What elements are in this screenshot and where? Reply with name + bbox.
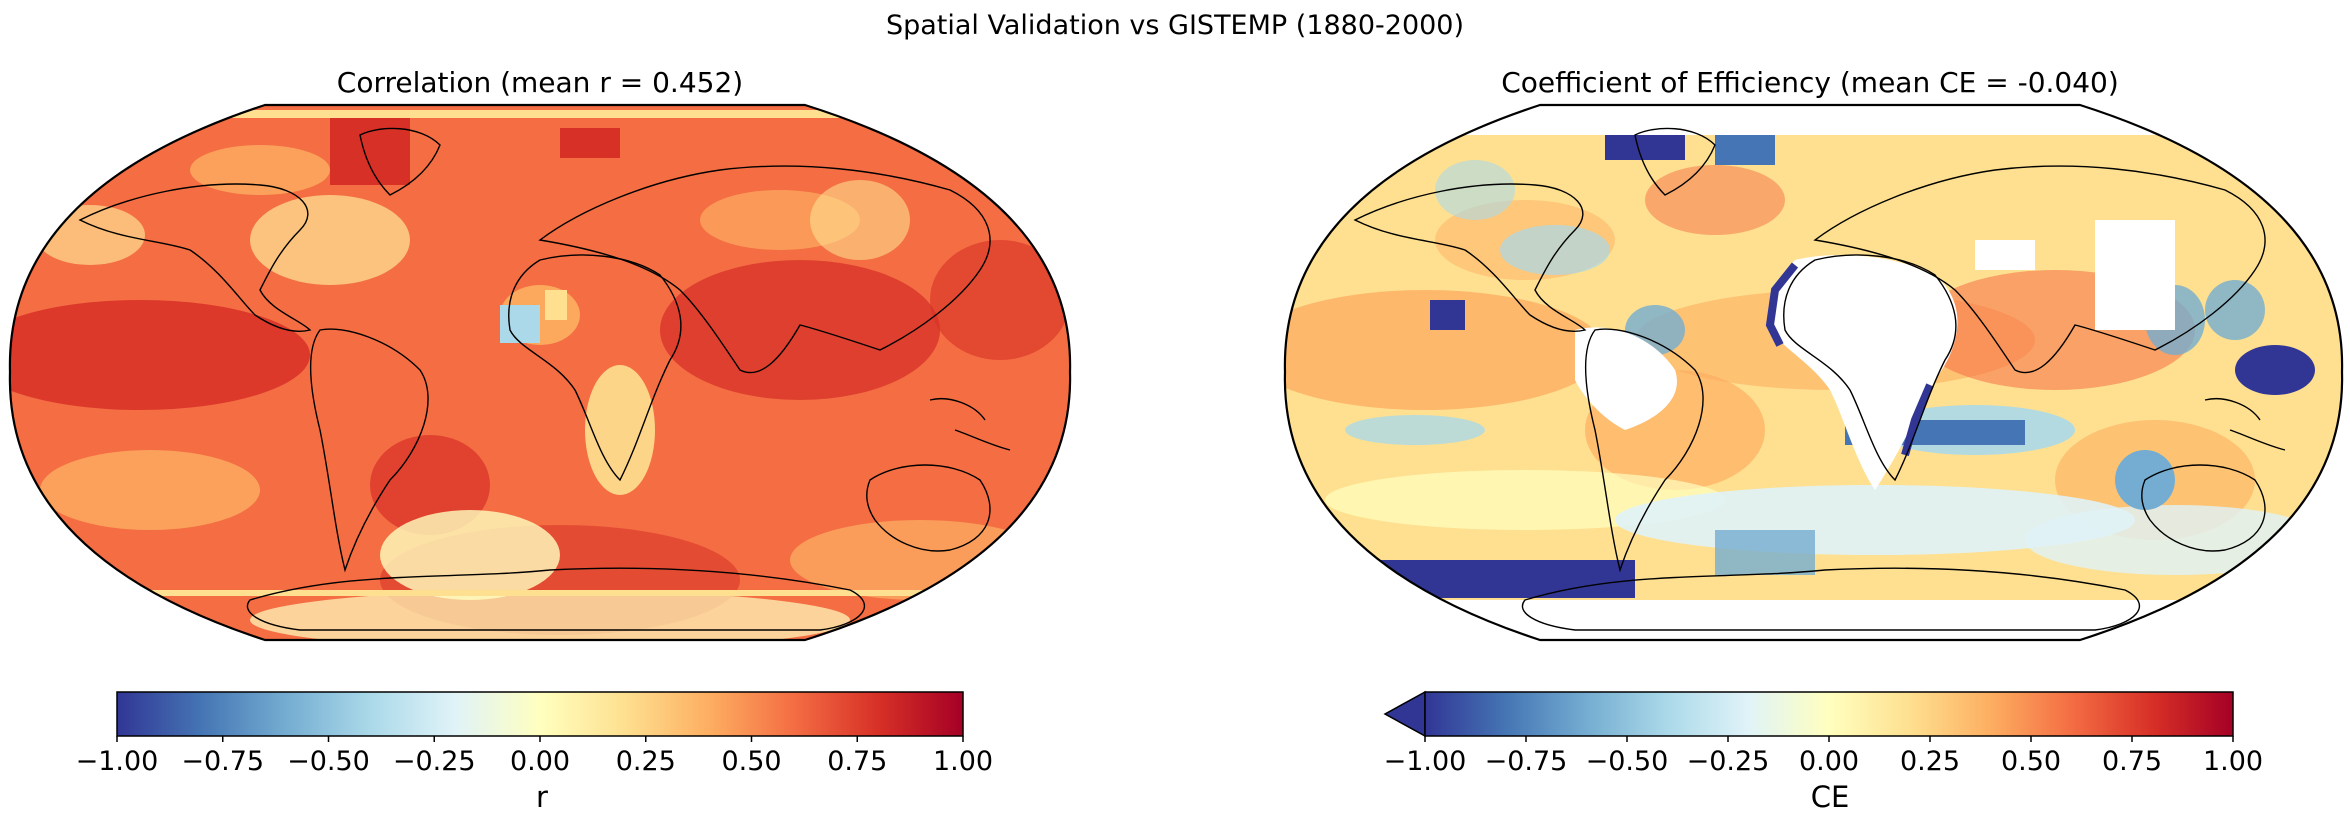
- colorbar-tick-label: −1.00: [75, 746, 159, 777]
- colorbar-tick-label: 0.25: [615, 746, 676, 777]
- colorbar-tick-label: 0.75: [827, 746, 888, 777]
- ce-map: [1283, 103, 2344, 642]
- correlation-field: [9, 105, 1071, 640]
- colorbar-tick-label: 0.50: [2000, 746, 2062, 777]
- ce-map-title: Coefficient of Efficiency (mean CE = -0.…: [1501, 66, 2119, 99]
- colorbar-tick-label: −0.75: [1484, 746, 1568, 777]
- colorbar-tick-label: −0.75: [181, 746, 265, 777]
- correlation-colorbar: [116, 691, 964, 742]
- colorbar-tick-label: −1.00: [1383, 746, 1467, 777]
- colorbar-tick-label: 1.00: [2202, 746, 2264, 777]
- colorbar-tick-label: 0.75: [2101, 746, 2163, 777]
- colorbar-extend-min-arrow: [1383, 690, 1426, 738]
- coastlines: [78, 127, 1011, 631]
- correlation-map: [8, 103, 1072, 642]
- colorbar-tick-label: 0.25: [1899, 746, 1961, 777]
- colorbar-tick-label: 0.00: [1798, 746, 1860, 777]
- colorbar-tick-label: −0.50: [1585, 746, 1669, 777]
- correlation-colorbar-label: r: [536, 780, 548, 814]
- colorbar-tick-label: −0.25: [1686, 746, 1770, 777]
- colorbar-tick-label: −0.25: [392, 746, 476, 777]
- colorbar-tick-label: 0.50: [721, 746, 782, 777]
- colorbar-tick-label: 1.00: [932, 746, 994, 777]
- figure-suptitle: Spatial Validation vs GISTEMP (1880-2000…: [885, 10, 1465, 41]
- colorbar-tick-label: 0.00: [509, 746, 571, 777]
- correlation-map-title: Correlation (mean r = 0.452): [336, 66, 744, 99]
- ce-colorbar: [1383, 690, 2234, 742]
- ce-field: [1284, 105, 2343, 640]
- colorbar-tick-label: −0.50: [287, 746, 370, 777]
- coastlines: [1353, 127, 2286, 631]
- ce-colorbar-label: CE: [1810, 780, 1850, 814]
